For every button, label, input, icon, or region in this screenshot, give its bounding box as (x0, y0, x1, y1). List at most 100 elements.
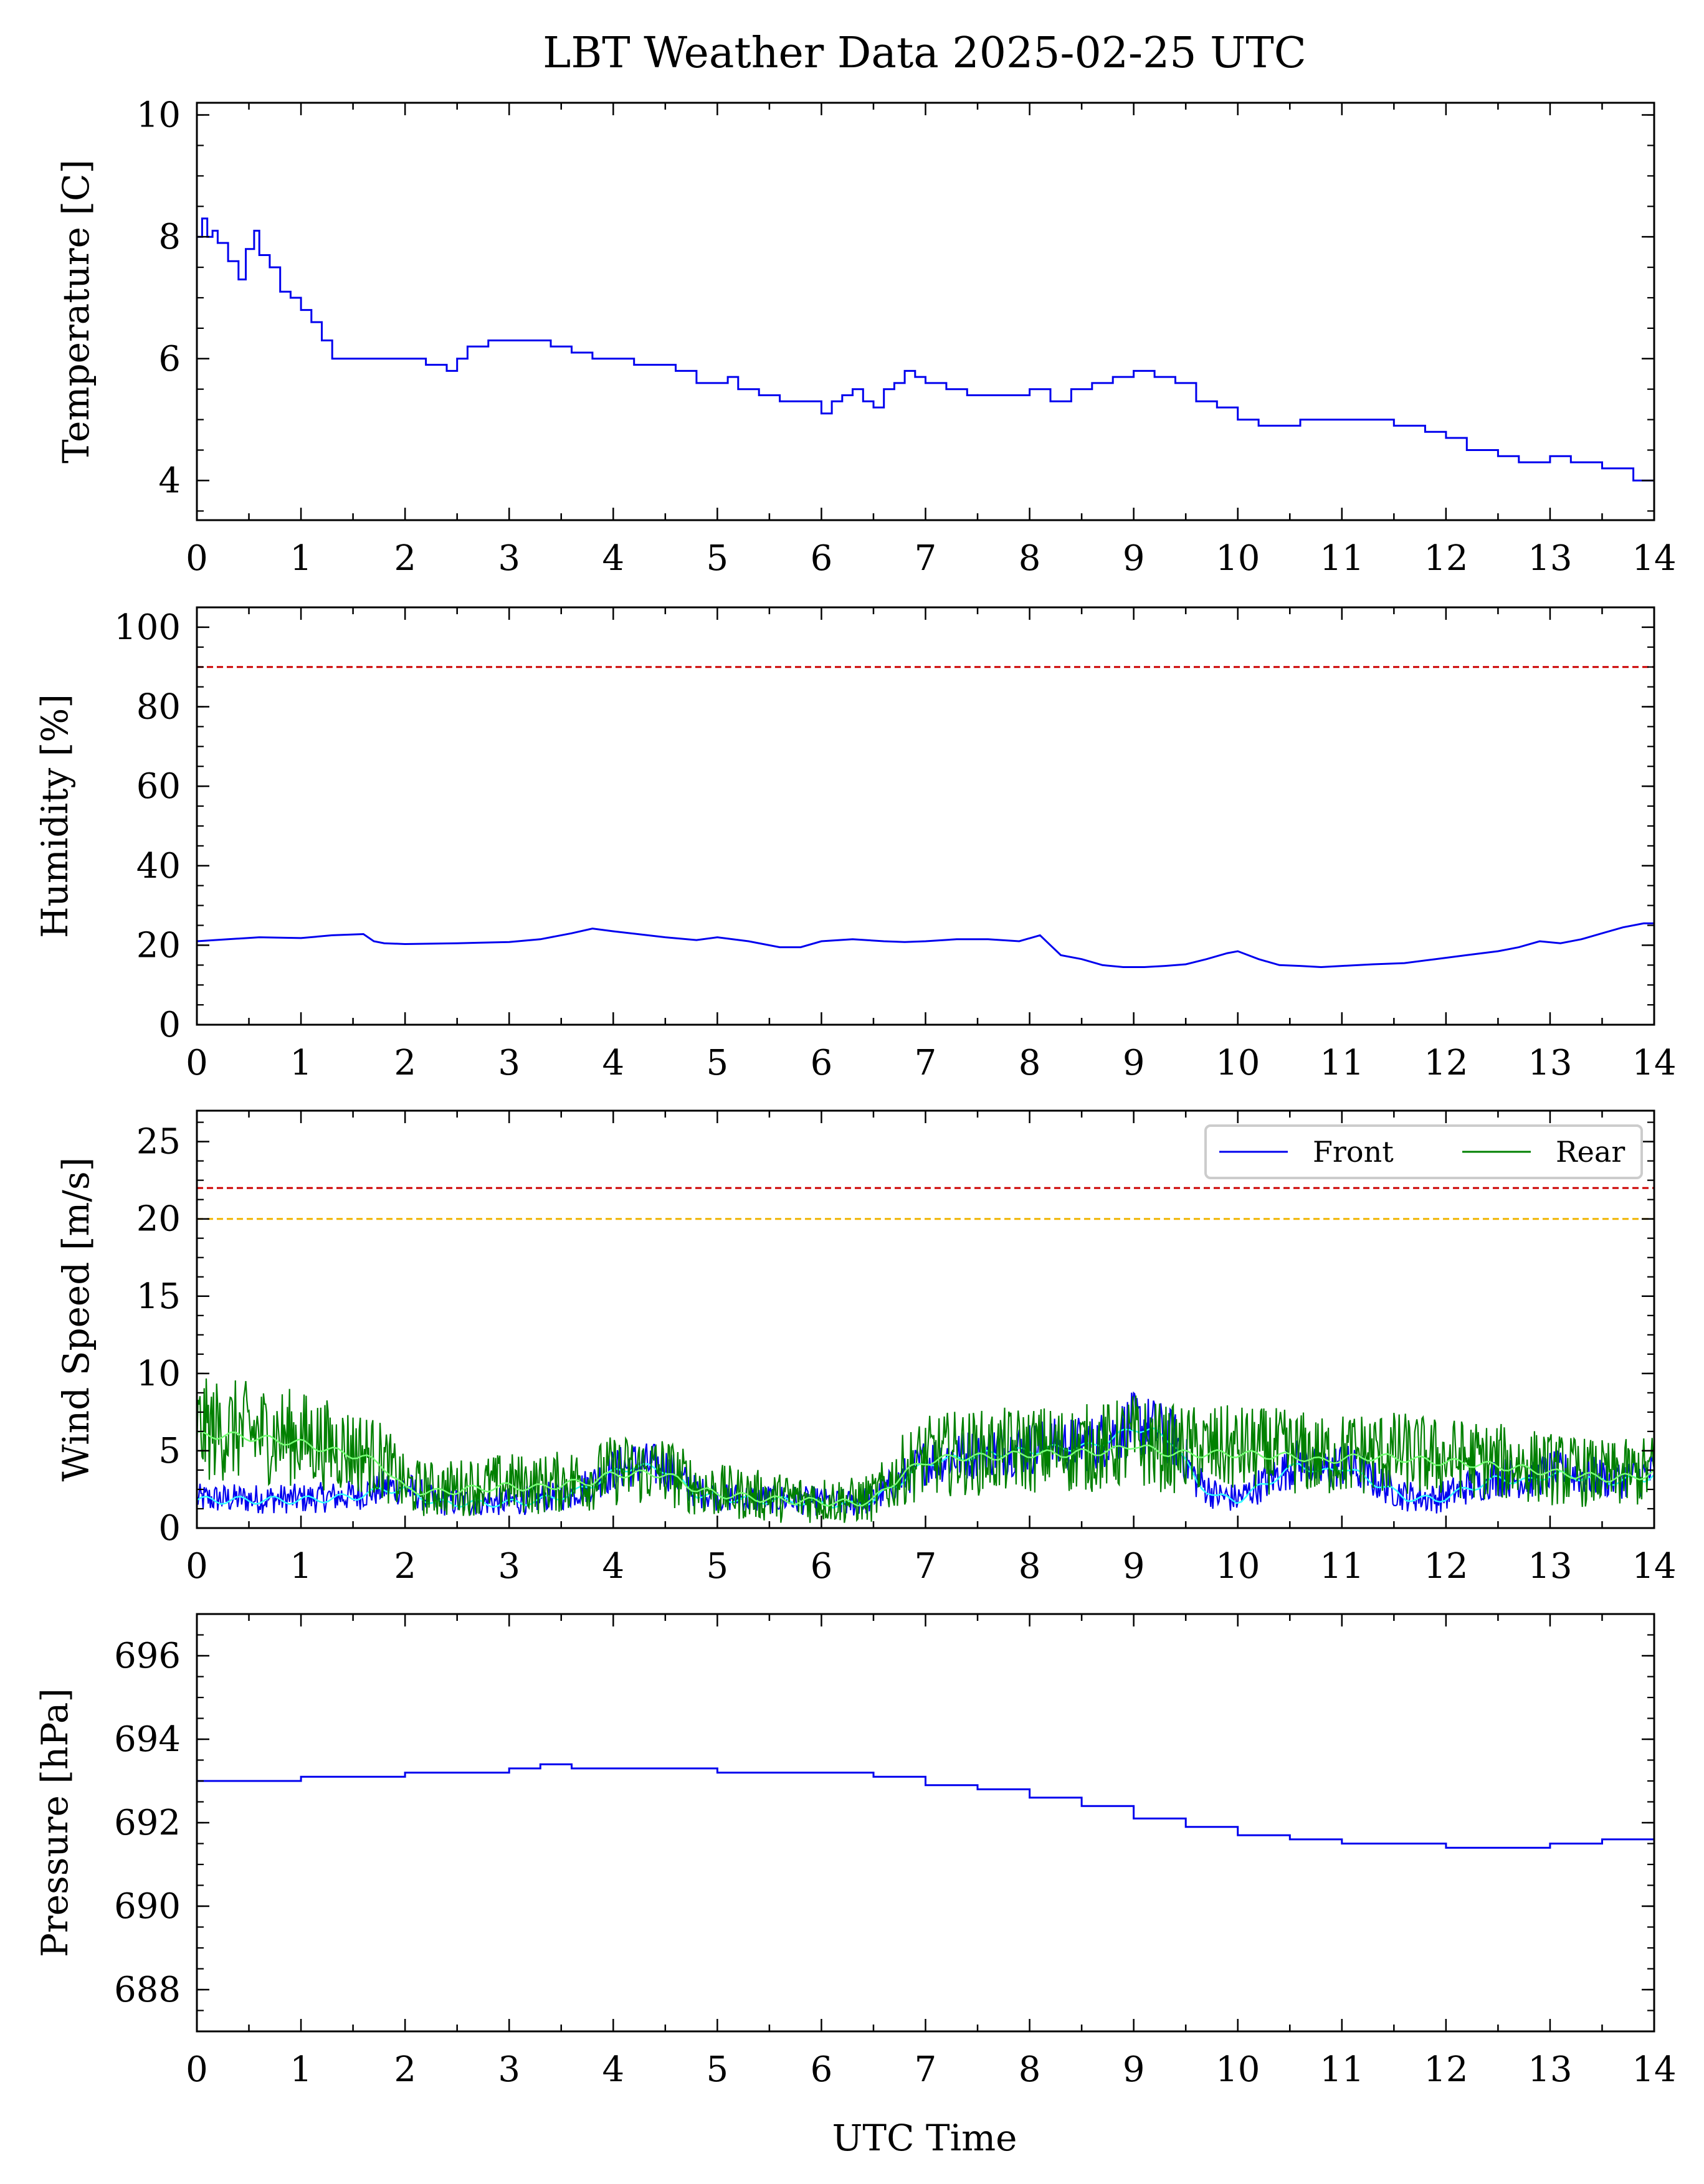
rear-raw-line (197, 1378, 1654, 1523)
y-tick-label: 10 (136, 1354, 181, 1394)
x-tick-label: 2 (394, 2049, 416, 2090)
figure-title: LBT Weather Data 2025-02-25 UTC (543, 29, 1307, 78)
x-tick-label: 7 (915, 538, 937, 579)
x-tick-label: 10 (1216, 1043, 1260, 1083)
y-tick-label: 100 (114, 607, 181, 648)
y-tick-label: 6 (158, 339, 181, 379)
x-axis: 0 1 2 3 4 5 6 7 8 9 10 11 12 13 14 (186, 103, 1677, 579)
x-tick-label: 2 (394, 1043, 416, 1083)
x-tick-label: 9 (1123, 2049, 1145, 2090)
y-tick-label: 25 (136, 1122, 181, 1162)
y-tick-label: 692 (114, 1803, 181, 1843)
y-axis: 4 6 8 10 (136, 95, 1654, 512)
x-tick-label: 11 (1320, 1546, 1364, 1587)
plot-frame (196, 606, 1655, 1026)
x-tick-label: 6 (811, 2049, 833, 2090)
x-axis: 0 1 2 3 4 5 6 7 8 9 10 11 12 13 14 (186, 1614, 1677, 2090)
x-tick-label: 3 (498, 1546, 520, 1587)
x-tick-label: 3 (498, 1043, 520, 1083)
x-tick-label: 10 (1216, 538, 1260, 579)
chart-panel-4: 0 1 2 3 4 5 6 7 8 9 10 11 12 13 14688690692694696Press… (34, 1613, 1677, 2090)
x-tick-label: 8 (1019, 1546, 1041, 1587)
y-tick-label: 0 (158, 1508, 181, 1549)
x-tick-label: 13 (1528, 2049, 1572, 2090)
x-tick-label: 9 (1123, 1043, 1145, 1083)
x-tick-label: 8 (1019, 538, 1041, 579)
x-tick-label: 1 (290, 1546, 312, 1587)
x-tick-label: 3 (498, 2049, 520, 2090)
y-tick-label: 4 (158, 460, 181, 501)
x-tick-label: 9 (1123, 538, 1145, 579)
x-tick-label: 11 (1320, 2049, 1364, 2090)
series-1-line (197, 217, 1654, 482)
x-tick-label: 0 (186, 538, 208, 579)
x-tick-label: 6 (811, 538, 833, 579)
x-tick-label: 14 (1632, 1546, 1676, 1587)
x-tick-label: 13 (1528, 538, 1572, 579)
x-tick-label: 12 (1424, 2049, 1468, 2090)
y-tick-label: 5 (158, 1431, 181, 1471)
y-axis: 0 5 10 15 20 25 (136, 1121, 1654, 1549)
rear-smoothed-line (197, 1430, 1654, 1507)
y-tick-label: 8 (158, 217, 181, 257)
x-tick-label: 14 (1632, 2049, 1676, 2090)
x-tick-label: 11 (1320, 538, 1364, 579)
y-axis-label: Pressure [hPa] (34, 1688, 76, 1957)
y-tick-label: 10 (136, 95, 181, 136)
y-tick-label: 0 (158, 1005, 181, 1045)
y-axis-label: Wind Speed [m/s] (55, 1157, 97, 1482)
y-tick-label: 40 (136, 846, 181, 886)
y-tick-label: 20 (136, 1199, 181, 1240)
x-tick-label: 12 (1424, 1043, 1468, 1083)
x-tick-label: 5 (707, 538, 729, 579)
plot-frame (196, 1613, 1655, 2033)
x-tick-label: 3 (498, 538, 520, 579)
x-tick-label: 13 (1528, 1546, 1572, 1587)
legend-label-rear: Rear (1556, 1135, 1625, 1169)
x-tick-label: 6 (811, 1043, 833, 1083)
y-tick-label: 20 (136, 925, 181, 966)
legend-box (1204, 1124, 1643, 1179)
plot-area (197, 1187, 1654, 1523)
x-tick-label: 11 (1320, 1043, 1364, 1083)
x-tick-label: 0 (186, 2049, 208, 2090)
x-tick-label: 5 (707, 1043, 729, 1083)
x-tick-label: 4 (602, 1546, 624, 1587)
legend: Front Rear (1204, 1124, 1643, 1179)
y-tick-label: 60 (136, 766, 181, 807)
series-1-line (197, 922, 1654, 969)
x-tick-label: 4 (602, 2049, 624, 2090)
x-tick-label: 5 (707, 2049, 729, 2090)
y-tick-label: 690 (114, 1886, 181, 1927)
x-tick-label: 1 (290, 2049, 312, 2090)
x-axis: 0 1 2 3 4 5 6 7 8 9 10 11 12 13 14 (186, 1111, 1677, 1587)
x-tick-label: 4 (602, 538, 624, 579)
x-tick-label: 8 (1019, 2049, 1041, 2090)
x-axis: 0 1 2 3 4 5 6 7 8 9 10 11 12 13 14 (186, 607, 1677, 1083)
x-tick-label: 5 (707, 1546, 729, 1587)
x-tick-label: 7 (915, 2049, 937, 2090)
plot-frame (196, 102, 1655, 521)
y-axis-label: Temperature [C] (55, 159, 97, 463)
y-tick-label: 696 (114, 1636, 181, 1676)
x-tick-label: 7 (915, 1546, 937, 1587)
x-tick-label: 0 (186, 1043, 208, 1083)
x-tick-label: 8 (1019, 1043, 1041, 1083)
x-tick-label: 10 (1216, 1546, 1260, 1587)
plot-area (197, 217, 1654, 482)
plot-area (197, 666, 1654, 969)
x-tick-label: 2 (394, 1546, 416, 1587)
y-tick-label: 80 (136, 687, 181, 728)
y-tick-label: 688 (114, 1970, 181, 2010)
x-tick-label: 14 (1632, 538, 1676, 579)
series-1-line (197, 1763, 1654, 1849)
x-tick-label: 13 (1528, 1043, 1572, 1083)
legend-label-front: Front (1313, 1135, 1394, 1169)
x-tick-label: 1 (290, 538, 312, 579)
x-tick-label: 2 (394, 538, 416, 579)
x-tick-label: 9 (1123, 1546, 1145, 1587)
chart-panel-2: 0 1 2 3 4 5 6 7 8 9 10 11 12 13 14020406080100Humidity… (34, 606, 1677, 1083)
x-axis-label: UTC Time (832, 2117, 1017, 2159)
